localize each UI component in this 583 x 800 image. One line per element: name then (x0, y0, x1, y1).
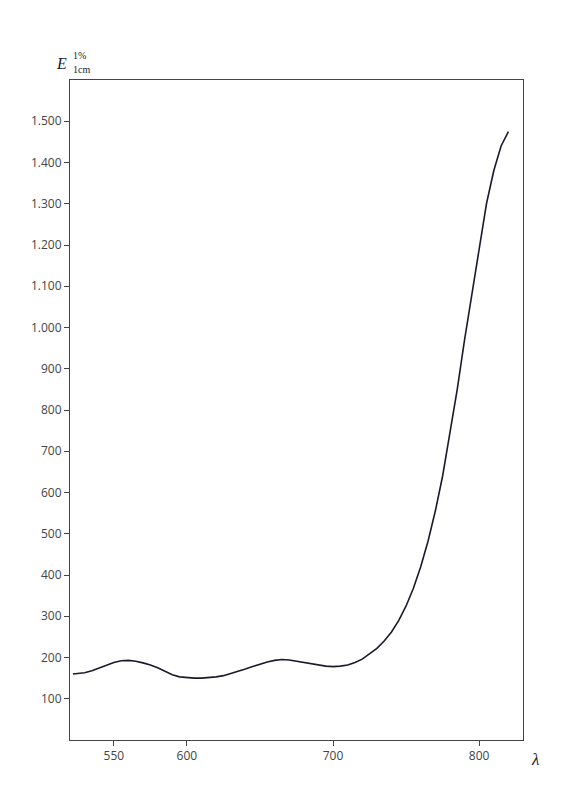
svg-text:1.200: 1.200 (31, 236, 62, 253)
svg-text:700: 700 (323, 747, 344, 764)
svg-text:900: 900 (41, 360, 62, 377)
svg-text:1.000: 1.000 (31, 319, 62, 336)
svg-text:400: 400 (41, 566, 62, 583)
svg-text:1%: 1% (73, 50, 86, 61)
svg-text:1.400: 1.400 (31, 154, 62, 171)
svg-text:300: 300 (41, 607, 62, 624)
svg-text:λ: λ (531, 750, 539, 769)
svg-text:200: 200 (41, 649, 62, 666)
svg-text:500: 500 (41, 525, 62, 542)
svg-text:800: 800 (41, 401, 62, 418)
svg-text:100: 100 (41, 690, 62, 707)
svg-text:1.100: 1.100 (31, 277, 62, 294)
svg-text:800: 800 (469, 747, 490, 764)
svg-text:1.300: 1.300 (31, 195, 62, 212)
svg-text:600: 600 (177, 747, 198, 764)
svg-text:600: 600 (41, 484, 62, 501)
svg-text:700: 700 (41, 442, 62, 459)
svg-text:1cm: 1cm (73, 64, 90, 75)
svg-text:1.500: 1.500 (31, 112, 62, 129)
svg-text:550: 550 (104, 747, 125, 764)
svg-text:E: E (56, 55, 67, 72)
